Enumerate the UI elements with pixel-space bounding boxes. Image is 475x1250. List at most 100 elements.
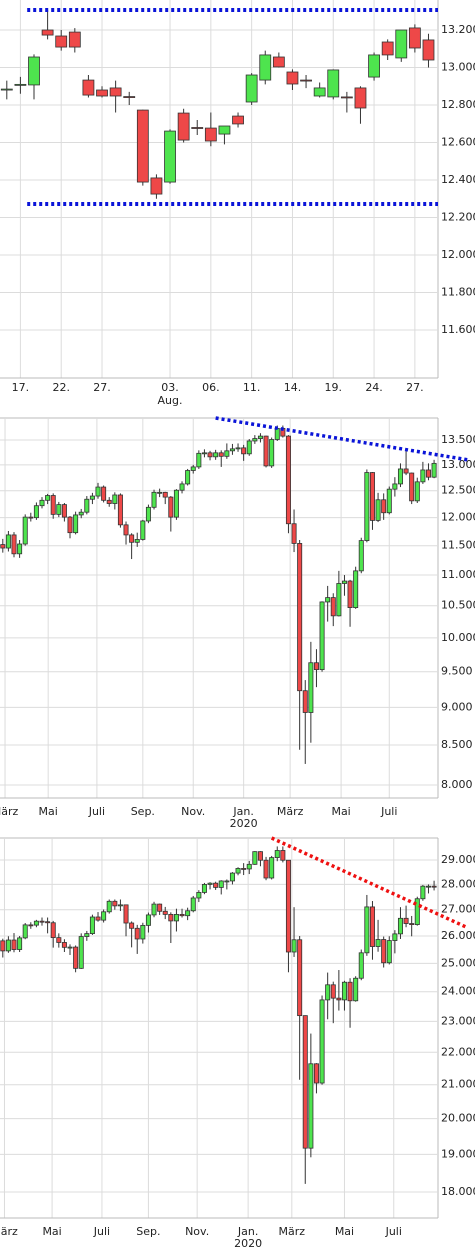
candle-body: [201, 452, 207, 455]
y-tick-label: 21.000: [441, 1078, 475, 1091]
candle-body: [56, 937, 62, 943]
candle-body: [245, 74, 258, 103]
candle-body: [162, 491, 168, 498]
candle-body: [409, 472, 415, 502]
candle-body: [313, 1063, 319, 1084]
candle-body: [381, 41, 394, 56]
candle-body: [297, 939, 303, 1017]
y-tick-label: 24.000: [441, 985, 475, 998]
y-tick-label: 23.000: [441, 1014, 475, 1027]
candle-body: [177, 112, 190, 141]
candle-body: [241, 868, 247, 870]
candle-body: [224, 880, 230, 883]
x-tick-label: 06.: [202, 381, 220, 394]
candle-body: [45, 495, 51, 501]
y-tick-label: 20.000: [441, 1112, 475, 1125]
candle-body: [140, 924, 146, 940]
candle-body: [164, 130, 176, 183]
candle-body: [291, 523, 297, 544]
candle-body: [0, 88, 13, 91]
x-tick-label: Mai: [42, 1225, 61, 1238]
x-sublabel: 2020: [230, 817, 258, 830]
candle-body: [151, 491, 157, 508]
candle-body: [319, 999, 325, 1084]
x-sublabel: 2020: [234, 1237, 262, 1250]
candle-body: [162, 910, 168, 915]
candle-body: [213, 452, 219, 458]
candle-body: [84, 498, 90, 513]
y-tick-label: 12.800: [441, 98, 475, 111]
candle-body: [340, 96, 353, 99]
y-tick-label: 25.000: [441, 956, 475, 969]
candle-body: [431, 885, 437, 888]
candle-body: [61, 942, 67, 948]
candle-body: [280, 850, 286, 861]
candle-body: [274, 850, 280, 859]
candle-body: [213, 882, 219, 888]
candle-body: [134, 927, 140, 940]
x-tick-label: März: [279, 1225, 306, 1238]
y-tick-label: 9.500: [441, 665, 473, 678]
y-tick-label: 26.000: [441, 929, 475, 942]
candle-body: [341, 981, 347, 1001]
candle-body: [28, 924, 34, 927]
candle-body: [207, 452, 213, 458]
y-tick-label: 11.600: [441, 323, 475, 336]
y-tick-label: 9.000: [441, 700, 473, 713]
x-tick-label: März: [277, 805, 304, 818]
candle-body: [386, 488, 392, 514]
x-tick-label: Mai: [39, 805, 58, 818]
candle-body: [368, 54, 380, 78]
candle-body: [78, 936, 84, 969]
candle-body: [272, 56, 285, 68]
y-tick-label: 10.500: [441, 599, 475, 612]
x-tick-label: 22.: [52, 381, 70, 394]
candle-body: [95, 486, 101, 497]
candle-body: [347, 981, 353, 1002]
candle-body: [123, 524, 129, 536]
candle-body: [0, 940, 6, 952]
candle-body: [14, 83, 27, 86]
x-tick-label: 27.: [406, 381, 424, 394]
candle-body: [235, 447, 241, 450]
candle-body: [375, 499, 381, 521]
candle-body: [325, 597, 331, 603]
candle-body: [129, 922, 135, 929]
x-tick-label: Sep.: [136, 1225, 160, 1238]
candle-body: [196, 892, 202, 899]
y-tick-label: 29.000: [441, 853, 475, 866]
y-tick-label: 12.000: [441, 248, 475, 261]
candle-body: [325, 984, 331, 1001]
y-tick-label: 22.000: [441, 1045, 475, 1058]
candle-body: [68, 31, 81, 48]
y-tick-label: 12.500: [441, 484, 475, 497]
y-tick-label: 27.000: [441, 903, 475, 916]
candle-body: [395, 29, 408, 59]
candle-body: [252, 438, 258, 442]
candle-body: [381, 499, 387, 514]
candle-body: [207, 882, 213, 885]
candle-body: [123, 904, 129, 924]
candle-body: [0, 544, 6, 549]
x-sublabel: Aug.: [158, 394, 183, 407]
x-tick-label: Nov.: [185, 1225, 209, 1238]
x-tick-label: Nov.: [181, 805, 205, 818]
candle-body: [300, 79, 312, 82]
y-tick-label: 11.500: [441, 539, 475, 552]
candle-body: [297, 543, 303, 692]
y-tick-label: 13.500: [441, 433, 475, 446]
x-tick-label: 17.: [12, 381, 30, 394]
candle-body: [117, 904, 123, 907]
x-tick-label: Jan.: [232, 805, 253, 818]
candle-body: [67, 516, 73, 534]
candle-body: [358, 952, 364, 979]
candle-body: [386, 940, 392, 964]
x-tick-label: Mai: [335, 1225, 354, 1238]
candle-body: [56, 504, 62, 515]
candle-body: [246, 863, 252, 870]
candle-body: [392, 483, 398, 490]
candle-body: [425, 469, 431, 478]
candle-body: [425, 885, 431, 888]
candle-body: [308, 1063, 314, 1149]
